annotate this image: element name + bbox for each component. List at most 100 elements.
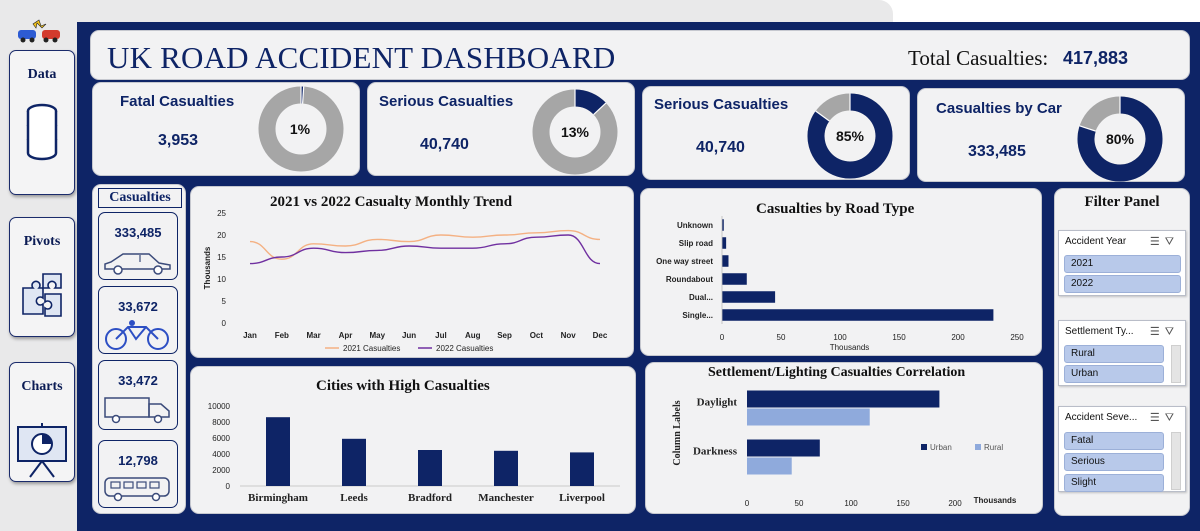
series-line [249,229,601,260]
slicer-item-slight[interactable]: Slight [1064,474,1164,492]
slicer-accident-year-header: Accident Year [1065,236,1127,247]
donut-separator [302,86,305,104]
x-tick-label: Sep [497,331,512,340]
kpi-fatal-pct: 1% [289,121,311,137]
kpi-car-donut [1077,96,1163,182]
bar [722,309,994,321]
y-tick-label: 10 [217,275,226,284]
bar [722,219,724,231]
bar [722,273,747,285]
slicer-item-rural[interactable]: Rural [1064,345,1164,363]
y-tick-label: 0 [222,319,227,328]
vehicle-truck-value: 33,472 [118,373,158,388]
nav-charts-button[interactable]: Charts [9,362,75,482]
multi-select-icon[interactable]: ☰ [1149,326,1165,338]
bar [570,452,594,486]
x-tick-label: 250 [1010,333,1024,342]
truck-icon [104,397,170,424]
donut-value-arc [1077,96,1163,182]
donut-separator [593,102,607,115]
bar [722,255,729,267]
page-title: UK ROAD ACCIDENT DASHBOARD [107,40,616,75]
total-casualties-label: Total Casualties: [908,46,1049,70]
nav-pivots-label: Pivots [23,234,61,249]
category-label: One way street [656,257,713,266]
x-tick-label: Nov [561,331,577,340]
bar [494,450,518,486]
car-icon [104,253,171,275]
bar [747,390,940,408]
y-tick-label: 5 [222,297,227,306]
category-label: Leeds [340,492,368,504]
cities-chart-panel [190,366,636,514]
trend-chart-title: 2021 vs 2022 Casualty Monthly Trend [270,194,513,210]
legend-swatch [921,444,927,450]
slicer-item-2021[interactable]: 2021 [1064,255,1181,273]
x-tick-label: Mar [307,331,321,340]
donut-value-arc [574,89,606,115]
nav-data-label: Data [27,67,57,82]
cities-bar-chart: 0 2000 4000 6000 8000 10000 Birmingham Leeds Bra… [208,402,620,504]
kpi-fatal-donut [258,86,344,172]
clear-filter-icon[interactable]: ⛛ [1164,412,1179,424]
bus-icon [104,477,170,502]
filter-panel-title: Filter Panel [1084,194,1160,210]
y-tick-label: 10000 [208,402,231,411]
slicer-scrollbar[interactable] [1171,432,1181,490]
multi-select-icon[interactable]: ☰ [1149,236,1165,248]
slicer-item-2022[interactable]: 2022 [1064,275,1181,293]
settlement-chart-title: Settlement/Lighting Casualties Correlati… [708,365,966,380]
x-tick-label: Feb [275,331,289,340]
kpi-serious-value: 40,740 [420,136,469,153]
clear-filter-icon[interactable]: ⛛ [1164,326,1179,338]
vehicle-car-value: 333,485 [114,225,162,240]
kpi-car-value: 333,485 [968,143,1026,160]
kpi-serious-2-donut [807,93,893,179]
y-tick-label: 25 [217,209,226,218]
trend-chart-panel [190,186,634,358]
bar [747,408,870,426]
legend-label: 2022 Casualties [436,344,493,353]
y-tick-label: 20 [217,231,226,240]
clear-filter-icon[interactable]: ⛛ [1164,236,1179,248]
road-type-chart-panel [640,188,1042,356]
nav-data-button[interactable]: Data [9,50,75,195]
vehicle-card-bicycle: 33,672 [98,286,178,354]
bar [747,439,820,457]
slicer-item-urban[interactable]: Urban [1064,365,1164,383]
donut-separator [1079,125,1096,132]
category-label: Darkness [693,446,738,458]
kpi-serious-2-pct: 85% [835,128,865,144]
donut-separator [815,110,830,122]
bar [722,291,776,303]
kpi-serious-2-value: 40,740 [696,139,745,156]
x-tick-label: 150 [892,333,906,342]
x-tick-label: 100 [833,333,847,342]
slicer-scrollbar[interactable] [1171,345,1181,383]
road-type-chart-title: Casualties by Road Type [756,201,915,217]
x-tick-label: 200 [951,333,965,342]
category-label: Manchester [478,492,534,504]
x-tick-label: Apr [339,331,353,340]
header-panel [90,30,1190,80]
x-tick-label: 50 [777,333,786,342]
slicer-item-serious[interactable]: Serious [1064,453,1164,471]
vehicle-card-truck: 33,472 [98,360,178,430]
x-tick-label: 200 [948,499,962,508]
nav-pivots-button[interactable]: Pivots [9,217,75,337]
vehicle-bicycle-value: 33,672 [118,299,158,314]
database-icon [26,103,58,161]
y-tick-label: 2000 [212,466,230,475]
slicer-item-fatal[interactable]: Fatal [1064,432,1164,450]
kpi-serious-2-title: Serious Casualties [654,96,789,113]
kpi-serious-donut [532,89,618,175]
x-tick-label: 50 [795,499,804,508]
x-tick-label: Jun [402,331,416,340]
road-type-bar-chart: Unknown Slip road One way street Roundabout… [656,216,1024,352]
trend-line-chart: 0 5 10 15 20 25 Thousands Jan Feb Mar Apr May Jun Jul… [203,209,608,353]
puzzle-icon [22,273,62,317]
multi-select-icon[interactable]: ☰ [1149,412,1165,424]
y-tick-label: 6000 [212,434,230,443]
slicer-accident-severity: Accident Seve... ☰⛛ Fatal Serious Slight [1058,406,1186,492]
kpi-fatal-value: 3,953 [158,132,199,149]
